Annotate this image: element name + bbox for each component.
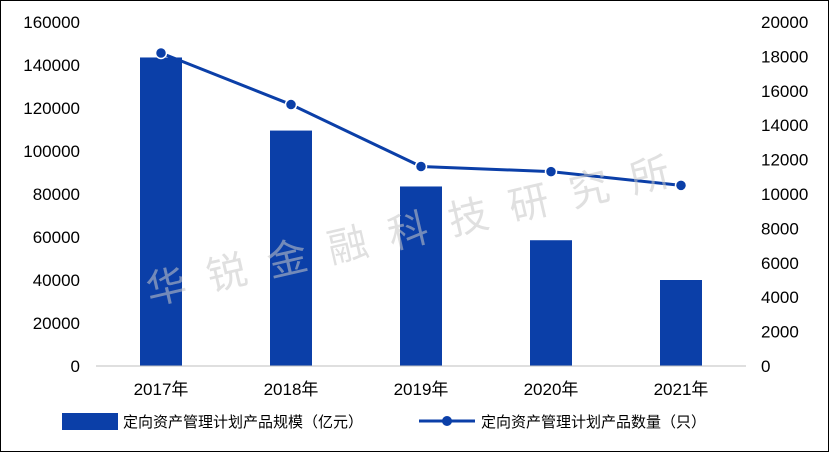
x-tick-label: 2017年 [134,380,189,399]
x-tick-label: 2020年 [524,380,579,399]
right-tick-label: 12000 [761,151,808,170]
legend-label-bar: 定向资产管理计划产品规模（亿元） [123,413,363,431]
right-tick-label: 16000 [761,82,808,101]
right-tick-label: 10000 [761,185,808,204]
left-tick-label: 0 [71,357,80,376]
legend-swatch-marker [442,416,452,426]
left-tick-label: 140000 [23,56,80,75]
right-tick-label: 6000 [761,254,799,273]
right-tick-label: 0 [761,357,770,376]
left-tick-label: 160000 [23,13,80,32]
right-tick-label: 2000 [761,323,799,342]
bar-series [140,57,702,366]
line-point-2020年 [544,165,558,178]
bar-2021年 [660,280,702,366]
right-axis-ticks: 0 2000 4000 6000 8000 10000 12000 14000 16000 180… [761,13,808,376]
line-series [154,46,688,192]
right-tick-label: 14000 [761,116,808,135]
bar-2017年 [140,57,182,366]
left-tick-label: 120000 [23,99,80,118]
x-tick-label: 2018年 [264,380,319,399]
line-point-2018年 [284,98,298,111]
legend: 定向资产管理计划产品规模（亿元） 定向资产管理计划产品数量（只） [62,413,706,431]
right-tick-label: 4000 [761,288,799,307]
line-point-2019年 [414,160,428,173]
left-tick-label: 60000 [33,228,80,247]
left-tick-label: 20000 [33,314,80,333]
bar-2020年 [530,240,572,366]
right-tick-label: 18000 [761,47,808,66]
left-tick-label: 100000 [23,142,80,161]
x-tick-label: 2019年 [394,380,449,399]
left-axis-ticks: 0 20000 40000 60000 80000 100000 120000 140000 1… [23,13,80,376]
left-tick-label: 40000 [33,271,80,290]
line-point-2017年 [154,46,168,60]
right-tick-label: 8000 [761,219,799,238]
line-point-2021年 [674,179,688,192]
x-tick-label: 2021年 [654,380,709,399]
right-tick-label: 20000 [761,13,808,32]
left-tick-label: 80000 [33,185,80,204]
legend-label-line: 定向资产管理计划产品数量（只） [481,413,706,431]
legend-swatch-bar [62,413,118,430]
bar-2018年 [270,130,312,366]
bar-2019年 [400,186,442,366]
x-axis-ticks: 2017年 2018年 2019年 2020年 2021年 [134,380,709,399]
